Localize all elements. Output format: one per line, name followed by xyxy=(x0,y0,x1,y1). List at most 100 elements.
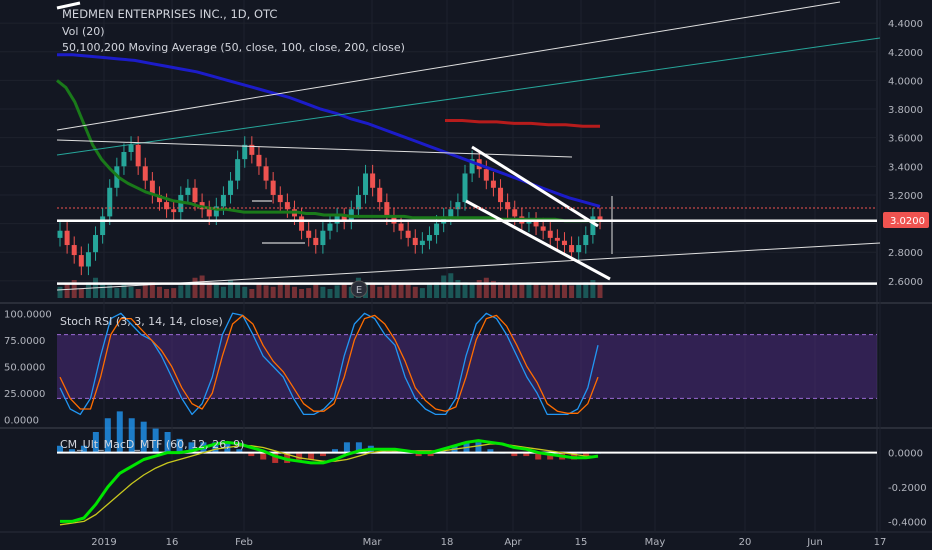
candle-body[interactable] xyxy=(341,216,347,221)
candle-body[interactable] xyxy=(64,230,70,246)
candle-body[interactable] xyxy=(277,194,283,203)
candle-body[interactable] xyxy=(185,187,191,195)
candle-body[interactable] xyxy=(370,173,376,188)
volume-bar xyxy=(561,284,567,298)
candle-body[interactable] xyxy=(164,202,170,210)
x-tick-label: 18 xyxy=(441,537,454,548)
candle-body[interactable] xyxy=(569,245,575,253)
volume-bar xyxy=(455,280,461,298)
candle-body[interactable] xyxy=(235,159,241,181)
candle-body[interactable] xyxy=(149,180,155,195)
x-tick-label: May xyxy=(645,537,666,548)
candle-body[interactable] xyxy=(242,144,248,160)
candle-body[interactable] xyxy=(313,237,319,246)
macd-histogram-bar xyxy=(487,449,494,453)
volume-bar xyxy=(291,286,297,298)
candle-body[interactable] xyxy=(128,144,134,152)
candle-body[interactable] xyxy=(320,230,326,246)
candle-body[interactable] xyxy=(469,159,475,174)
stoch-band xyxy=(57,334,877,399)
earnings-marker[interactable]: E xyxy=(350,280,368,298)
volume-bar xyxy=(476,280,482,298)
candle-body[interactable] xyxy=(583,235,589,246)
macd-histogram-bar xyxy=(343,442,350,453)
x-tick-label: Feb xyxy=(235,537,253,548)
candle-body[interactable] xyxy=(121,152,127,167)
macd-panel[interactable] xyxy=(57,411,877,526)
candle-body[interactable] xyxy=(554,237,560,241)
candle-body[interactable] xyxy=(107,187,113,217)
volume-bar xyxy=(185,284,191,298)
volume-legend: Vol (20) xyxy=(62,25,105,38)
candle-body[interactable] xyxy=(512,209,518,217)
candle-body[interactable] xyxy=(483,169,489,181)
candle-body[interactable] xyxy=(533,220,539,227)
macd-histogram-bar xyxy=(116,411,123,453)
candle-body[interactable] xyxy=(448,209,454,217)
volume-bar xyxy=(426,284,432,298)
candle-body[interactable] xyxy=(206,209,212,217)
candle-body[interactable] xyxy=(547,230,553,238)
candle-body[interactable] xyxy=(590,216,596,236)
volume-bar xyxy=(156,286,162,298)
candle-body[interactable] xyxy=(156,194,162,203)
volume-bar xyxy=(512,283,518,298)
candle-body[interactable] xyxy=(93,235,99,253)
candle-body[interactable] xyxy=(249,144,255,155)
volume-bar xyxy=(462,282,468,298)
candle-body[interactable] xyxy=(213,206,219,217)
candle-body[interactable] xyxy=(490,180,496,188)
chart-title: MEDMEN ENTERPRISES INC., 1D, OTC xyxy=(62,7,277,21)
candle-body[interactable] xyxy=(384,202,390,217)
candle-body[interactable] xyxy=(228,180,234,195)
candle-body[interactable] xyxy=(540,226,546,231)
candle-body[interactable] xyxy=(263,166,269,181)
candle-body[interactable] xyxy=(419,240,425,246)
last-price-tag-label: 3.0200 xyxy=(890,216,925,227)
candle-body[interactable] xyxy=(398,223,404,231)
candle-body[interactable] xyxy=(355,194,361,210)
candle-body[interactable] xyxy=(299,216,305,231)
candle-body[interactable] xyxy=(100,216,106,236)
candle-body[interactable] xyxy=(434,223,440,236)
candle-body[interactable] xyxy=(377,187,383,203)
candle-body[interactable] xyxy=(57,230,63,238)
candle-body[interactable] xyxy=(576,245,582,253)
candle-body[interactable] xyxy=(412,237,418,246)
candle-body[interactable] xyxy=(192,187,198,203)
candle-body[interactable] xyxy=(171,209,177,213)
volume-bar xyxy=(249,289,255,298)
candle-body[interactable] xyxy=(363,173,369,195)
candle-body[interactable] xyxy=(597,216,603,221)
candle-body[interactable] xyxy=(270,180,276,195)
candle-body[interactable] xyxy=(405,230,411,238)
candle-body[interactable] xyxy=(256,154,262,167)
macd-tick-label: -0.4000 xyxy=(888,517,927,528)
macd-tick-label: -0.2000 xyxy=(888,483,927,494)
candle-body[interactable] xyxy=(178,194,184,213)
candle-body[interactable] xyxy=(135,144,141,167)
candle-body[interactable] xyxy=(142,166,148,181)
candle-body[interactable] xyxy=(71,245,77,256)
candle-body[interactable] xyxy=(85,252,91,267)
candle-body[interactable] xyxy=(284,202,290,210)
macd-histogram-bar xyxy=(511,452,518,457)
stoch-rsi-panel[interactable] xyxy=(57,312,877,416)
candle-body[interactable] xyxy=(526,220,532,224)
stoch-tick-label: 100.0000 xyxy=(4,309,52,320)
candle-body[interactable] xyxy=(220,194,226,207)
candle-body[interactable] xyxy=(462,173,468,203)
candle-body[interactable] xyxy=(455,202,461,210)
volume-bar xyxy=(277,282,283,298)
candle-body[interactable] xyxy=(561,240,567,246)
volume-bar xyxy=(370,284,376,298)
candle-body[interactable] xyxy=(327,223,333,231)
macd-histogram-bar xyxy=(331,449,338,453)
candle-body[interactable] xyxy=(498,187,504,203)
candle-body[interactable] xyxy=(505,202,511,210)
candle-body[interactable] xyxy=(306,230,312,238)
candle-body[interactable] xyxy=(78,255,84,267)
ma100-line xyxy=(57,53,601,208)
axes: 2019 16 Feb Mar 18 Apr 15 May 20 Jun 17 4.4000 4.200… xyxy=(4,19,927,548)
candle-body[interactable] xyxy=(426,235,432,241)
